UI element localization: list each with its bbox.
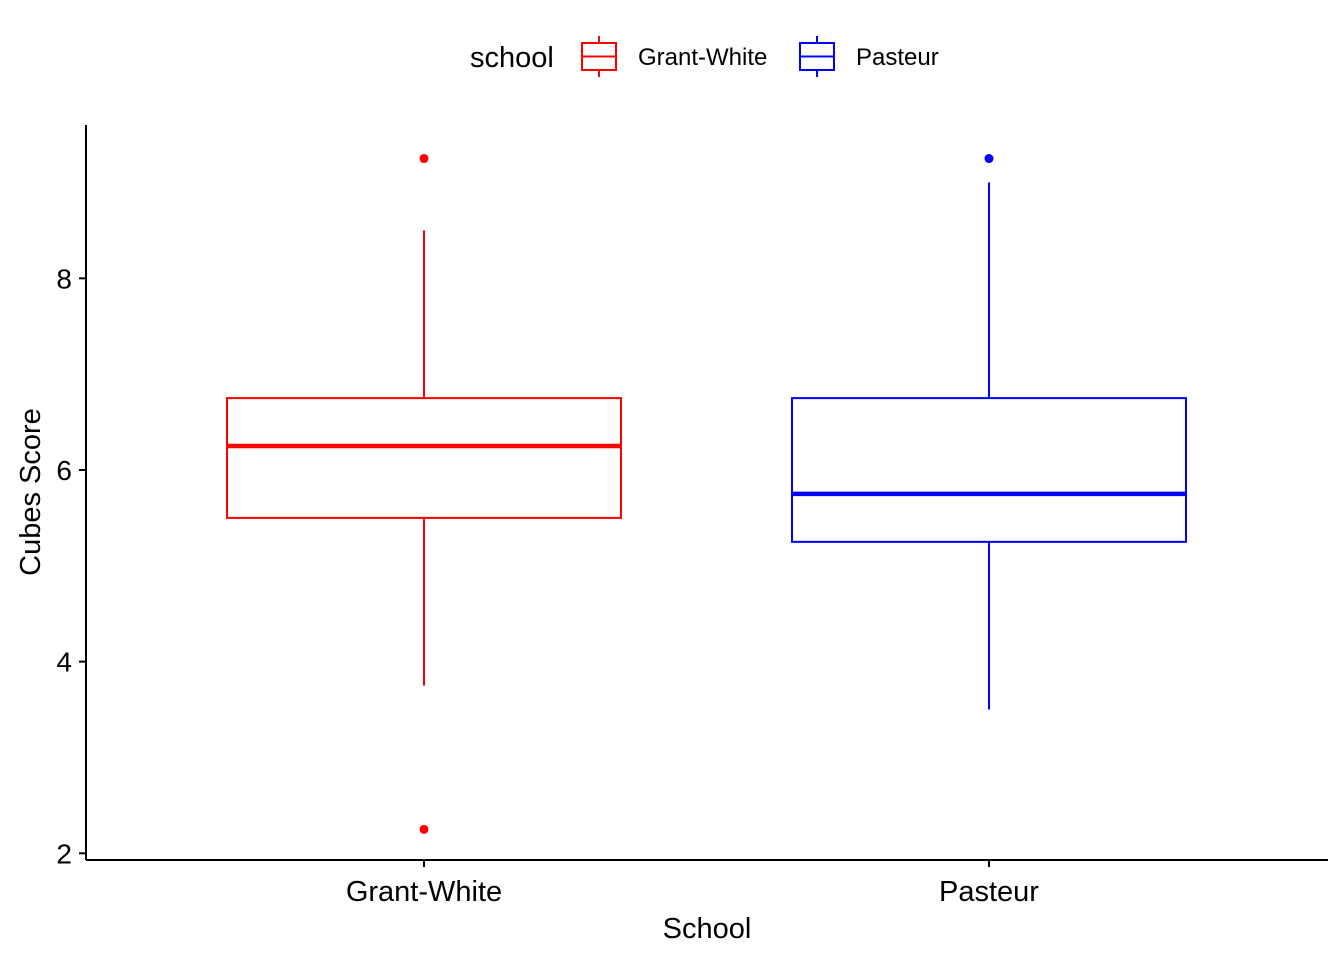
legend-title: school — [470, 42, 554, 74]
y-axis-title: Cubes Score — [15, 408, 47, 576]
outlier-point — [984, 154, 994, 164]
outlier-point — [419, 154, 429, 164]
x-axis-title: School — [663, 913, 752, 945]
legend-key-pasteur — [799, 36, 835, 77]
iqr-box — [226, 397, 622, 519]
y-tick-label: 6 — [56, 455, 72, 486]
outlier-point — [419, 824, 429, 834]
legend-key-grant-white — [581, 36, 617, 77]
x-tick-label: Pasteur — [939, 876, 1039, 908]
iqr-box — [791, 397, 1187, 543]
legend-entries: Grant-White Pasteur — [581, 36, 939, 77]
legend-entry-label: Pasteur — [856, 44, 939, 71]
box-group-pasteur — [791, 154, 1187, 710]
y-tick-label: 4 — [56, 647, 72, 678]
axes: 2 4 6 8 Grant-White Pasteur — [56, 125, 1328, 908]
plot-area — [226, 154, 1187, 834]
legend: school Grant-White Pasteur — [470, 36, 939, 77]
y-tick-label: 8 — [56, 263, 72, 294]
legend-entry-label: Grant-White — [638, 44, 767, 71]
y-tick-label: 2 — [56, 838, 72, 869]
box-group-grant-white — [226, 154, 622, 834]
x-tick-label: Grant-White — [346, 876, 502, 908]
